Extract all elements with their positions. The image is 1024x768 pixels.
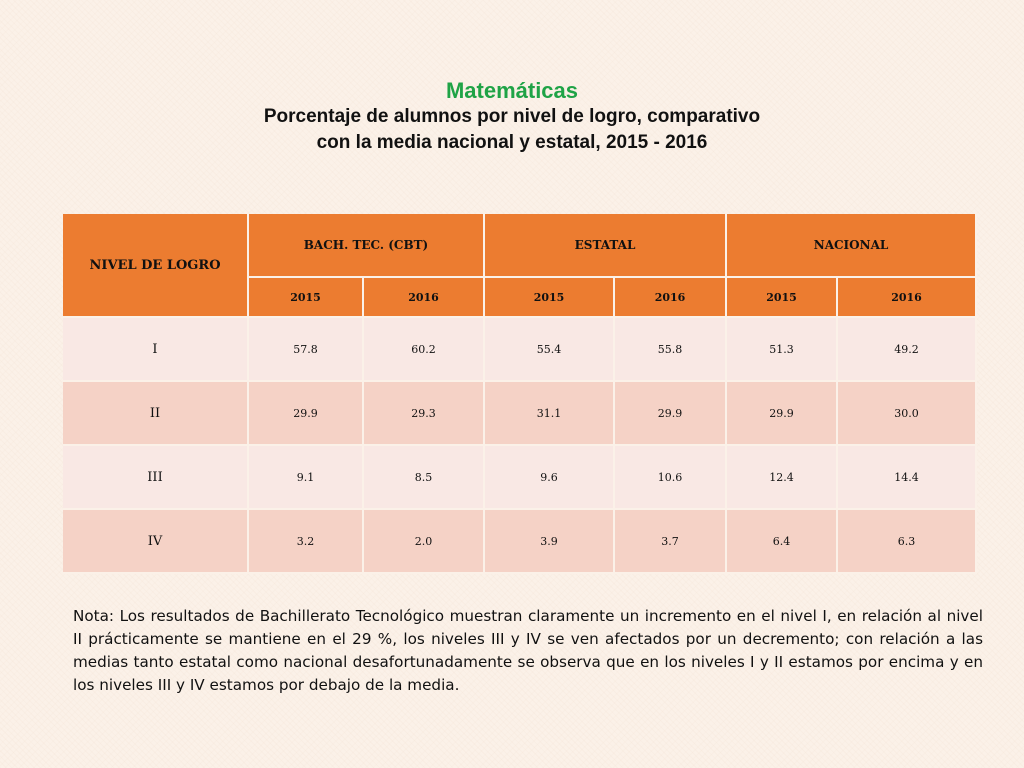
value-cell: 51.3 [727, 318, 839, 382]
value-cell: 55.4 [485, 318, 616, 382]
value-cell: 29.9 [615, 382, 728, 446]
level-header: NIVEL DE LOGRO [63, 214, 249, 318]
value-cell: 10.6 [615, 446, 728, 510]
value-cell: 3.9 [485, 510, 616, 574]
value-cell: 12.4 [727, 446, 839, 510]
value-cell: 9.1 [249, 446, 364, 510]
year-header: 2016 [838, 278, 978, 318]
note-paragraph: Nota: Los resultados de Bachillerato Tec… [73, 607, 983, 694]
value-cell: 57.8 [249, 318, 364, 382]
page-title: Matemáticas [445, 78, 579, 103]
value-cell: 29.3 [364, 382, 486, 446]
value-cell: 9.6 [485, 446, 616, 510]
value-cell: 6.3 [838, 510, 978, 574]
value-cell: 3.2 [249, 510, 364, 574]
title-block: Matemáticas Porcentaje de alumnos por ni… [0, 78, 1024, 156]
subtitle-line-2: con la media nacional y estatal, 2015 - … [316, 132, 708, 153]
year-header: 2016 [615, 278, 728, 318]
value-cell: 2.0 [364, 510, 486, 574]
value-cell: 30.0 [838, 382, 978, 446]
table-row: III 9.1 8.5 9.6 10.6 12.4 14.4 [63, 446, 978, 510]
table-row: II 29.9 29.3 31.1 29.9 29.9 30.0 [63, 382, 978, 446]
level-cell: IV [63, 510, 249, 574]
group-header-estatal: ESTATAL [485, 214, 728, 278]
group-header-cbt: BACH. TEC. (CBT) [249, 214, 486, 278]
value-cell: 6.4 [727, 510, 839, 574]
level-cell: III [63, 446, 249, 510]
level-cell: II [63, 382, 249, 446]
header-row-years: 2015 2016 2015 2016 2015 2016 [63, 278, 978, 318]
value-cell: 29.9 [249, 382, 364, 446]
year-header: 2015 [727, 278, 839, 318]
value-cell: 3.7 [615, 510, 728, 574]
value-cell: 29.9 [727, 382, 839, 446]
value-cell: 49.2 [838, 318, 978, 382]
value-cell: 14.4 [838, 446, 978, 510]
subtitle-line-1: Porcentaje de alumnos por nivel de logro… [263, 106, 761, 127]
year-header: 2015 [249, 278, 364, 318]
level-cell: I [63, 318, 249, 382]
value-cell: 60.2 [364, 318, 486, 382]
value-cell: 55.8 [615, 318, 728, 382]
table-row: IV 3.2 2.0 3.9 3.7 6.4 6.3 [63, 510, 978, 574]
header-row-groups: NIVEL DE LOGRO BACH. TEC. (CBT) ESTATAL … [63, 214, 978, 318]
group-header-nacional: NACIONAL [727, 214, 978, 278]
value-cell: 31.1 [485, 382, 616, 446]
table-row: I 57.8 60.2 55.4 55.8 51.3 49.2 [63, 318, 978, 382]
year-header: 2015 [485, 278, 616, 318]
value-cell: 8.5 [364, 446, 486, 510]
year-header: 2016 [364, 278, 486, 318]
results-table: NIVEL DE LOGRO BACH. TEC. (CBT) ESTATAL … [63, 214, 978, 574]
